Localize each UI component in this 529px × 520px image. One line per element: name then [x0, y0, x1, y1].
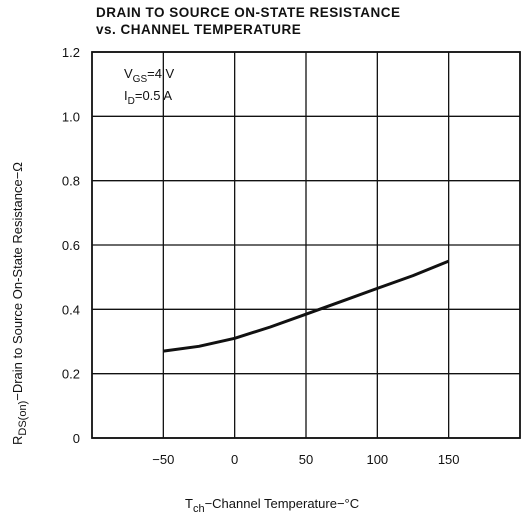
y-label-text: −Drain to Source On-State Resistance−Ω	[10, 162, 25, 401]
y-label-subscript: DS(on)	[17, 401, 29, 436]
x-tick-label: 100	[366, 452, 388, 467]
y-tick-label: 1.2	[62, 45, 80, 60]
y-axis-label: RDS(on)−Drain to Source On-State Resista…	[10, 162, 29, 445]
y-tick-label: 0	[73, 431, 80, 446]
y-tick-label: 0.8	[62, 174, 80, 189]
x-tick-label: 0	[231, 452, 238, 467]
annotation: ID=0.5 A	[124, 88, 172, 107]
chart-title: vs. CHANNEL TEMPERATURE	[96, 22, 301, 37]
x-axis-label: Tch−Channel Temperature−°C	[185, 496, 359, 515]
x-tick-label: −50	[152, 452, 174, 467]
y-tick-label: 0.4	[62, 302, 80, 317]
x-tick-label: 50	[299, 452, 313, 467]
y-tick-label: 0.2	[62, 367, 80, 382]
y-tick-label: 1.0	[62, 109, 80, 124]
x-label-subscript: ch	[193, 503, 205, 515]
annotation-text: =4 V	[147, 66, 174, 81]
x-label-symbol: T	[185, 496, 193, 511]
y-label-symbol: R	[10, 436, 25, 445]
annotation-symbol: V	[124, 66, 133, 81]
x-tick-label: 150	[438, 452, 460, 467]
annotation-text: =0.5 A	[135, 88, 173, 103]
x-label-text: −Channel Temperature−°C	[205, 496, 360, 511]
annotation-subscript: D	[128, 96, 135, 107]
annotation-symbol: I	[124, 88, 128, 103]
data-line	[163, 259, 450, 353]
plot-frame	[91, 51, 521, 439]
y-tick-label: 0.6	[62, 238, 80, 253]
annotation: VGS=4 V	[124, 66, 175, 85]
annotation-subscript: GS	[133, 74, 148, 85]
chart-title: DRAIN TO SOURCE ON-STATE RESISTANCE	[96, 5, 401, 20]
